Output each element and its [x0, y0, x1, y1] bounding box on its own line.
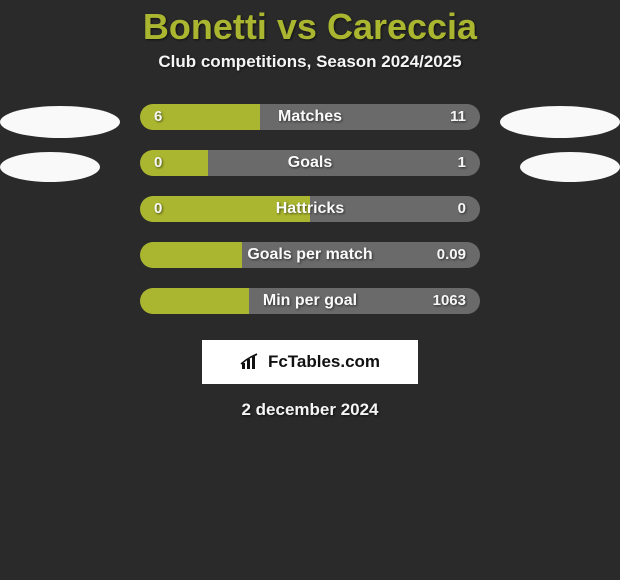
stat-bar: 611Matches: [140, 104, 480, 130]
brand-text: FcTables.com: [268, 352, 380, 372]
brand-label: FcTables.com: [240, 352, 380, 372]
stat-value-left: 6: [154, 104, 162, 130]
stat-row: 611Matches: [0, 104, 620, 150]
page-title: Bonetti vs Careccia: [0, 0, 620, 48]
stat-bar-right-fill: [260, 104, 480, 130]
stat-bar: 01Goals: [140, 150, 480, 176]
player-avatar-right: [500, 106, 620, 138]
brand-box: FcTables.com: [202, 340, 418, 384]
date-line: 2 december 2024: [0, 400, 620, 420]
stat-bar: 1063Min per goal: [140, 288, 480, 314]
stat-value-left: 0: [154, 150, 162, 176]
subtitle: Club competitions, Season 2024/2025: [0, 52, 620, 72]
stat-row: 1063Min per goal: [0, 288, 620, 334]
stat-value-right: 1063: [433, 288, 466, 314]
stat-bar-left-fill: [140, 150, 208, 176]
stat-value-right: 0.09: [437, 242, 466, 268]
stat-row: 0.09Goals per match: [0, 242, 620, 288]
stat-row: 00Hattricks: [0, 196, 620, 242]
stat-value-left: 0: [154, 196, 162, 222]
stat-bar-right-fill: [310, 196, 480, 222]
stat-row: 01Goals: [0, 150, 620, 196]
stat-bar-right-fill: [208, 150, 480, 176]
stat-bar-left-fill: [140, 196, 310, 222]
stat-bar-left-fill: [140, 288, 249, 314]
bar-chart-icon: [240, 353, 262, 371]
stat-bar: 0.09Goals per match: [140, 242, 480, 268]
player-avatar-left: [0, 152, 100, 182]
stat-value-right: 1: [458, 150, 466, 176]
stat-rows: 611Matches01Goals00Hattricks0.09Goals pe…: [0, 104, 620, 334]
stat-value-right: 11: [450, 104, 466, 130]
stat-bar: 00Hattricks: [140, 196, 480, 222]
stat-bar-left-fill: [140, 242, 242, 268]
stat-value-right: 0: [458, 196, 466, 222]
player-avatar-left: [0, 106, 120, 138]
player-avatar-right: [520, 152, 620, 182]
